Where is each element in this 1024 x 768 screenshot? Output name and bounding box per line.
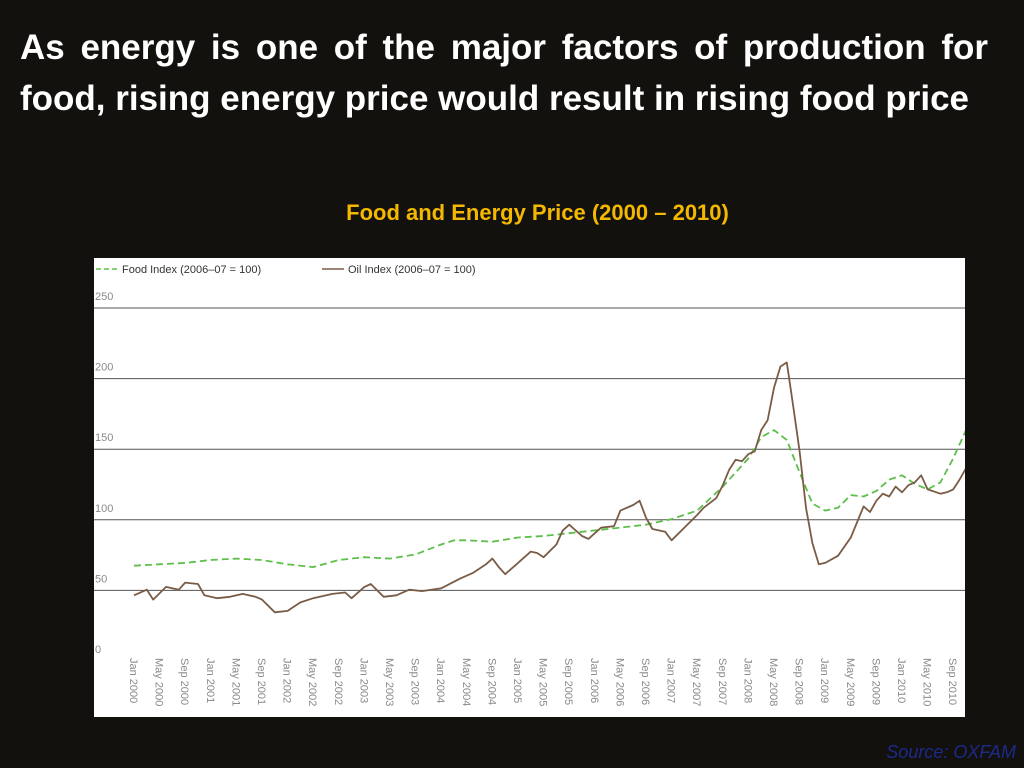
x-tick-label: Sep 2000 bbox=[178, 658, 190, 705]
x-tick-label: May 2001 bbox=[229, 658, 241, 706]
food-index-line bbox=[133, 429, 965, 569]
y-tick-label-250: 250 bbox=[95, 291, 113, 303]
x-tick-label: Jan 2004 bbox=[434, 658, 446, 703]
headline: As energy is one of the major factors of… bbox=[20, 28, 988, 118]
x-tick-label: May 2005 bbox=[537, 658, 549, 706]
chart-legend: Food Index (2006–07 = 100) Oil Index (200… bbox=[96, 264, 476, 276]
x-tick-label: Jan 2006 bbox=[588, 658, 600, 703]
y-tick-label-150: 150 bbox=[95, 432, 113, 444]
x-tick-label: Sep 2003 bbox=[409, 658, 421, 705]
x-tick-label: Sep 2002 bbox=[332, 658, 344, 705]
x-tick-label: Jan 2007 bbox=[665, 658, 677, 703]
y-tick-label-100: 100 bbox=[95, 503, 113, 515]
y-tick-label-0: 0 bbox=[95, 644, 101, 656]
x-tick-label: Sep 2001 bbox=[255, 658, 267, 705]
x-tick-label: May 2008 bbox=[767, 658, 779, 706]
legend-label-0: Food Index (2006–07 = 100) bbox=[122, 264, 261, 276]
x-tick-label: May 2002 bbox=[306, 658, 318, 706]
x-tick-label: Jan 2002 bbox=[281, 658, 293, 703]
gridlines bbox=[94, 307, 965, 591]
x-tick-label: Sep 2007 bbox=[716, 658, 728, 705]
x-tick-label: Sep 2010 bbox=[946, 658, 958, 705]
chart-series bbox=[133, 361, 965, 614]
x-tick-label: Sep 2009 bbox=[869, 658, 881, 705]
line-chart-svg: Food Index (2006–07 = 100) Oil Index (200… bbox=[94, 264, 965, 706]
x-tick-label: Sep 2008 bbox=[793, 658, 805, 705]
legend-label-1: Oil Index (2006–07 = 100) bbox=[348, 264, 476, 276]
x-tick-label: May 2003 bbox=[383, 658, 395, 706]
x-axis-ticks: Jan 2000 May 2000 Sep 2000 Jan 2001 May 2001… bbox=[127, 658, 958, 706]
x-tick-label: May 2000 bbox=[153, 658, 165, 706]
x-tick-label: Jan 2010 bbox=[895, 658, 907, 703]
y-tick-label-50: 50 bbox=[95, 573, 107, 585]
x-tick-label: May 2010 bbox=[921, 658, 933, 706]
y-axis-ticks: 0 50 100 150 200 250 bbox=[95, 291, 113, 656]
x-tick-label: Sep 2005 bbox=[562, 658, 574, 705]
x-tick-label: Sep 2006 bbox=[639, 658, 651, 705]
x-tick-label: May 2009 bbox=[844, 658, 856, 706]
oil-index-line bbox=[133, 361, 965, 614]
line-chart: Food Index (2006–07 = 100) Oil Index (200… bbox=[94, 258, 965, 717]
x-tick-label: May 2004 bbox=[460, 658, 472, 706]
x-tick-label: Jan 2005 bbox=[511, 658, 523, 703]
x-tick-label: May 2007 bbox=[690, 658, 702, 706]
y-tick-label-200: 200 bbox=[95, 362, 113, 374]
x-tick-label: Jan 2008 bbox=[741, 658, 753, 703]
x-tick-label: Jan 2001 bbox=[204, 658, 216, 703]
x-tick-label: Sep 2004 bbox=[485, 658, 497, 705]
x-tick-label: Jan 2003 bbox=[357, 658, 369, 703]
x-tick-label: May 2006 bbox=[613, 658, 625, 706]
x-tick-label: Jan 2009 bbox=[818, 658, 830, 703]
x-tick-label: Jan 2000 bbox=[127, 658, 139, 703]
source-credit: Source: OXFAM bbox=[886, 742, 1016, 762]
chart-title: Food and Energy Price (2000 – 2010) bbox=[346, 200, 729, 225]
